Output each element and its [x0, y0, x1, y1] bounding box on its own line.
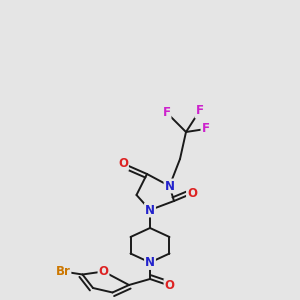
- Text: F: F: [163, 106, 170, 119]
- Text: O: O: [118, 157, 128, 170]
- Text: F: F: [202, 122, 209, 136]
- Text: O: O: [98, 265, 109, 278]
- Text: Br: Br: [56, 265, 70, 278]
- Text: N: N: [164, 179, 175, 193]
- Text: F: F: [196, 104, 203, 118]
- Text: N: N: [145, 256, 155, 269]
- Text: N: N: [145, 203, 155, 217]
- Text: O: O: [164, 279, 175, 292]
- Text: O: O: [187, 187, 197, 200]
